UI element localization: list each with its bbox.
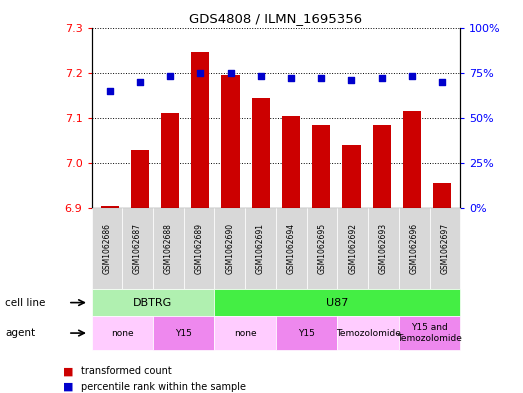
Bar — [433, 184, 451, 208]
Text: none: none — [111, 329, 133, 338]
Point — [257, 73, 265, 79]
Text: GSM1062693: GSM1062693 — [379, 223, 388, 274]
Point — [287, 75, 295, 81]
Point — [317, 75, 325, 81]
Text: GSM1062691: GSM1062691 — [256, 223, 265, 274]
Text: GSM1062692: GSM1062692 — [348, 223, 357, 274]
Point — [106, 88, 114, 94]
Bar — [343, 145, 360, 208]
Point — [196, 70, 204, 76]
Point — [378, 75, 386, 81]
Text: GSM1062697: GSM1062697 — [440, 223, 449, 274]
Text: GSM1062695: GSM1062695 — [317, 223, 326, 274]
Text: Y15: Y15 — [298, 329, 315, 338]
Bar — [312, 125, 331, 208]
Text: ■: ■ — [63, 382, 73, 392]
Text: agent: agent — [5, 328, 36, 338]
Text: none: none — [234, 329, 256, 338]
Point — [347, 77, 356, 83]
Text: DBTRG: DBTRG — [133, 298, 173, 308]
Point — [135, 79, 144, 85]
Text: Temozolomide: Temozolomide — [336, 329, 401, 338]
Bar — [252, 97, 270, 208]
Text: cell line: cell line — [5, 298, 46, 308]
Bar — [282, 116, 300, 208]
Text: ■: ■ — [63, 366, 73, 376]
Text: GSM1062689: GSM1062689 — [195, 223, 203, 274]
Point — [166, 73, 174, 79]
Bar — [403, 111, 421, 208]
Bar — [221, 75, 240, 208]
Title: GDS4808 / ILMN_1695356: GDS4808 / ILMN_1695356 — [189, 12, 362, 25]
Point — [226, 70, 235, 76]
Point — [438, 79, 446, 85]
Point — [408, 73, 416, 79]
Text: Y15 and
Temozolomide: Y15 and Temozolomide — [397, 323, 462, 343]
Text: GSM1062686: GSM1062686 — [103, 223, 111, 274]
Text: percentile rank within the sample: percentile rank within the sample — [81, 382, 246, 392]
Text: GSM1062688: GSM1062688 — [164, 223, 173, 274]
Bar — [191, 52, 209, 208]
Text: GSM1062696: GSM1062696 — [410, 223, 418, 274]
Text: U87: U87 — [326, 298, 348, 308]
Bar — [131, 149, 149, 208]
Bar — [100, 206, 119, 208]
Bar — [372, 125, 391, 208]
Bar — [161, 113, 179, 208]
Text: Y15: Y15 — [175, 329, 192, 338]
Text: transformed count: transformed count — [81, 366, 172, 376]
Text: GSM1062694: GSM1062694 — [287, 223, 295, 274]
Text: GSM1062687: GSM1062687 — [133, 223, 142, 274]
Text: GSM1062690: GSM1062690 — [225, 223, 234, 274]
